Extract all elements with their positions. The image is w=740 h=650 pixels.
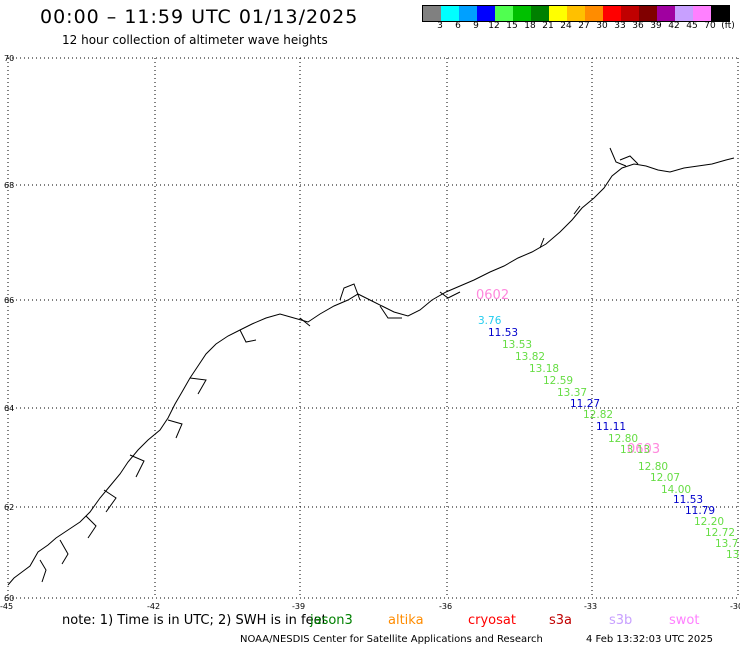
colorbar-label: 45 bbox=[686, 21, 698, 31]
colorbar-label: 39 bbox=[650, 21, 662, 31]
wave-height-value: 11.53 bbox=[673, 494, 703, 506]
colorbar-label: 3 bbox=[437, 21, 443, 31]
colorbar-swatch bbox=[531, 6, 549, 21]
wave-height-value: 12.20 bbox=[694, 516, 724, 528]
wave-height-value: 13.7 bbox=[715, 538, 738, 550]
wave-height-value: 13.18 bbox=[529, 363, 559, 375]
satellite-legend-s3b: s3b bbox=[609, 613, 633, 628]
wave-height-value: 12.07 bbox=[650, 472, 680, 484]
colorbar-swatch bbox=[423, 6, 441, 21]
colorbar-labels: 3 6 9 12 15 18 21 24 27 30 33 36 39 42 45 70 (ft) bbox=[422, 21, 740, 33]
lat-label: 68 bbox=[4, 181, 14, 190]
greenland-fjords bbox=[39, 147, 639, 583]
wave-height-value: 11.53 bbox=[488, 327, 518, 339]
wave-height-value: 12.72 bbox=[705, 527, 735, 539]
wave-height-value: 11.11 bbox=[596, 421, 626, 433]
wave-height-value: 13.53 bbox=[502, 339, 532, 351]
colorbar-label: 6 bbox=[455, 21, 461, 31]
colorbar-swatch bbox=[693, 6, 711, 21]
wave-height-value: 13.13 bbox=[620, 444, 650, 456]
lon-label: -45 bbox=[0, 602, 13, 610]
colorbar-swatch bbox=[639, 6, 657, 21]
colorbar-swatch bbox=[495, 6, 513, 21]
colorbar-label: 21 bbox=[542, 21, 554, 31]
colorbar-label: 9 bbox=[473, 21, 479, 31]
colorbar-label: 42 bbox=[668, 21, 680, 31]
satellite-legend-cryosat: cryosat bbox=[468, 613, 516, 628]
colorbar-swatch bbox=[603, 6, 621, 21]
colorbar-label: 27 bbox=[578, 21, 590, 31]
axis-labels: 70 68 66 64 62 60-45 -42 -39 -36 -33 -30 bbox=[0, 54, 740, 610]
credit-line: NOAA/NESDIS Center for Satellite Applica… bbox=[240, 634, 543, 645]
colorbar-swatch bbox=[567, 6, 585, 21]
pass-label: 0603 bbox=[627, 442, 660, 457]
wave-height-value: 12.80 bbox=[608, 433, 638, 445]
graticule bbox=[7, 57, 739, 599]
colorbar-label: 30 bbox=[596, 21, 608, 31]
lon-label: -30 bbox=[730, 602, 740, 610]
colorbar-label: 15 bbox=[506, 21, 518, 31]
lat-label: 60 bbox=[4, 594, 14, 603]
colorbar-label: 24 bbox=[560, 21, 572, 31]
satellite-legend-altika: altika bbox=[388, 613, 424, 628]
colorbar-label: 33 bbox=[614, 21, 626, 31]
satellite-legend-s3a: s3a bbox=[549, 613, 573, 628]
wave-height-value: 13 bbox=[726, 549, 739, 561]
pass-label: 0602 bbox=[476, 288, 509, 303]
lat-label: 62 bbox=[4, 503, 14, 512]
wave-height-value: 13.82 bbox=[515, 351, 545, 363]
note-row: note: 1) Time is in UTC; 2) SWH is in fe… bbox=[62, 613, 732, 629]
colorbar-label: 12 bbox=[488, 21, 500, 31]
altimeter-passes: 0602 0603 bbox=[476, 288, 660, 457]
wave-height-value: 14.00 bbox=[661, 484, 691, 496]
wave-height-value: 12.82 bbox=[583, 409, 613, 421]
wave-height-value: 13.37 bbox=[557, 387, 587, 399]
lon-label: -36 bbox=[439, 602, 452, 610]
colorbar-swatch bbox=[441, 6, 459, 21]
colorbar-swatch bbox=[675, 6, 693, 21]
wave-height-value: 3.76 bbox=[478, 315, 502, 327]
map-subtitle: 12 hour collection of altimeter wave hei… bbox=[62, 33, 328, 47]
greenland-coastline bbox=[7, 157, 735, 586]
colorbar-label: (ft) bbox=[721, 21, 735, 31]
colorbar-swatch bbox=[621, 6, 639, 21]
wave-height-value: 12.59 bbox=[543, 375, 573, 387]
colorbar-swatch bbox=[513, 6, 531, 21]
wave-height-value: 12.80 bbox=[638, 461, 668, 473]
colorbar-label: 36 bbox=[632, 21, 644, 31]
wave-height-values: 3.7611.5313.5313.8213.1812.5913.3711.271… bbox=[478, 315, 739, 561]
map-title: 00:00 – 11:59 UTC 01/13/2025 bbox=[40, 6, 359, 28]
note-text: note: 1) Time is in UTC; 2) SWH is in fe… bbox=[62, 613, 327, 628]
colorbar-swatch bbox=[549, 6, 567, 21]
colorbar-swatch bbox=[459, 6, 477, 21]
wave-height-value: 11.79 bbox=[685, 505, 715, 517]
lon-label: -33 bbox=[584, 602, 597, 610]
lon-label: -42 bbox=[147, 602, 160, 610]
lat-label: 66 bbox=[4, 296, 14, 305]
colorbar-swatch bbox=[585, 6, 603, 21]
colorbar-swatch bbox=[477, 6, 495, 21]
lon-label: -39 bbox=[292, 602, 305, 610]
colorbar-label: 70 bbox=[704, 21, 716, 31]
lat-label: 70 bbox=[4, 54, 14, 63]
colorbar-swatch bbox=[657, 6, 675, 21]
satellite-legend-swot: swot bbox=[669, 613, 700, 628]
colorbar-label: 18 bbox=[524, 21, 536, 31]
satellite-legend-jason3: jason3 bbox=[310, 613, 353, 628]
colorbar bbox=[422, 5, 730, 22]
wave-height-value: 11.27 bbox=[570, 398, 600, 410]
generated-timestamp: 4 Feb 13:32:03 UTC 2025 bbox=[586, 634, 713, 645]
lat-label: 64 bbox=[4, 404, 14, 413]
colorbar-swatch bbox=[711, 6, 729, 21]
